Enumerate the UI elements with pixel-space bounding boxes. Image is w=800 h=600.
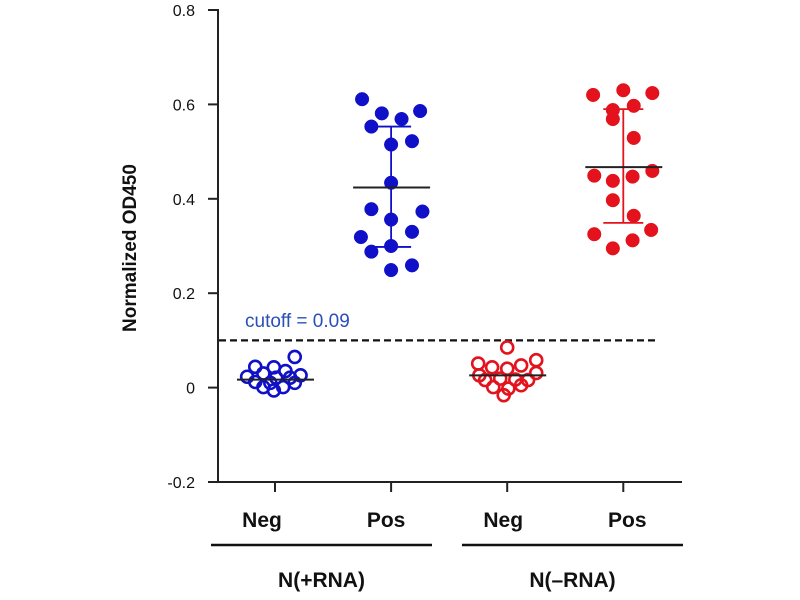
data-point	[644, 222, 659, 238]
series-group	[469, 340, 547, 403]
data-point	[625, 169, 640, 184]
data-point	[404, 258, 420, 273]
series-layer	[237, 83, 663, 403]
data-point	[605, 193, 620, 208]
y-tick-label: 0.4	[173, 192, 195, 209]
data-point	[605, 241, 620, 256]
data-point	[513, 358, 529, 373]
data-point	[626, 98, 641, 113]
data-point	[605, 111, 620, 127]
data-point	[626, 208, 641, 223]
data-point	[374, 106, 389, 121]
y-ticks: 0.8 0.6 0.4 0.2 0 -0.2	[167, 3, 218, 492]
data-point	[528, 365, 544, 381]
data-point	[616, 83, 631, 98]
data-point	[364, 202, 379, 217]
data-point	[266, 383, 282, 398]
data-point	[496, 387, 512, 403]
data-point	[477, 372, 493, 388]
data-point	[384, 263, 399, 278]
data-point	[353, 229, 368, 245]
data-point	[394, 111, 409, 127]
category-label: Neg	[242, 509, 282, 532]
data-point	[355, 92, 370, 107]
data-point	[587, 227, 602, 242]
data-point	[587, 168, 602, 183]
category-label: Pos	[608, 509, 647, 532]
data-point	[492, 371, 508, 386]
y-axis-label: Normalized OD450	[120, 164, 141, 332]
y-tick-label: 0	[186, 381, 195, 398]
group-label: N(+RNA)	[278, 569, 365, 592]
data-point	[415, 204, 430, 219]
error-bar	[603, 108, 644, 224]
data-point	[404, 134, 420, 149]
data-point	[287, 349, 303, 365]
x-ticks	[274, 482, 625, 492]
data-point	[625, 233, 640, 248]
data-point	[413, 103, 428, 119]
data-point	[626, 130, 641, 145]
category-label: Neg	[483, 509, 523, 532]
y-tick-label: 0.8	[173, 3, 195, 20]
y-tick-label: 0.2	[173, 286, 195, 303]
data-point	[528, 352, 544, 368]
series-group	[353, 92, 431, 278]
group-label: N(–RNA)	[529, 569, 615, 592]
data-point	[364, 244, 379, 259]
data-point	[499, 340, 515, 355]
series-group	[585, 83, 663, 256]
axes: 0.8 0.6 0.4 0.2 0 -0.2	[167, 3, 682, 492]
group-labels: N(+RNA) N(–RNA)	[211, 543, 683, 592]
data-point	[484, 360, 500, 375]
category-label: Pos	[367, 509, 406, 532]
y-tick-label: -0.2	[167, 475, 195, 492]
data-point	[470, 356, 486, 371]
data-point	[485, 379, 501, 395]
data-point	[645, 86, 660, 101]
data-point	[275, 379, 291, 395]
data-point	[513, 377, 529, 393]
data-point	[404, 224, 420, 239]
data-point	[586, 87, 601, 103]
cutoff-label: cutoff = 0.09	[245, 311, 350, 332]
series-group	[237, 349, 314, 398]
data-point	[605, 173, 620, 188]
category-labels: Neg Pos Neg Pos	[242, 509, 646, 532]
y-tick-label: 0.6	[173, 97, 195, 114]
cutoff: cutoff = 0.09	[219, 311, 657, 342]
